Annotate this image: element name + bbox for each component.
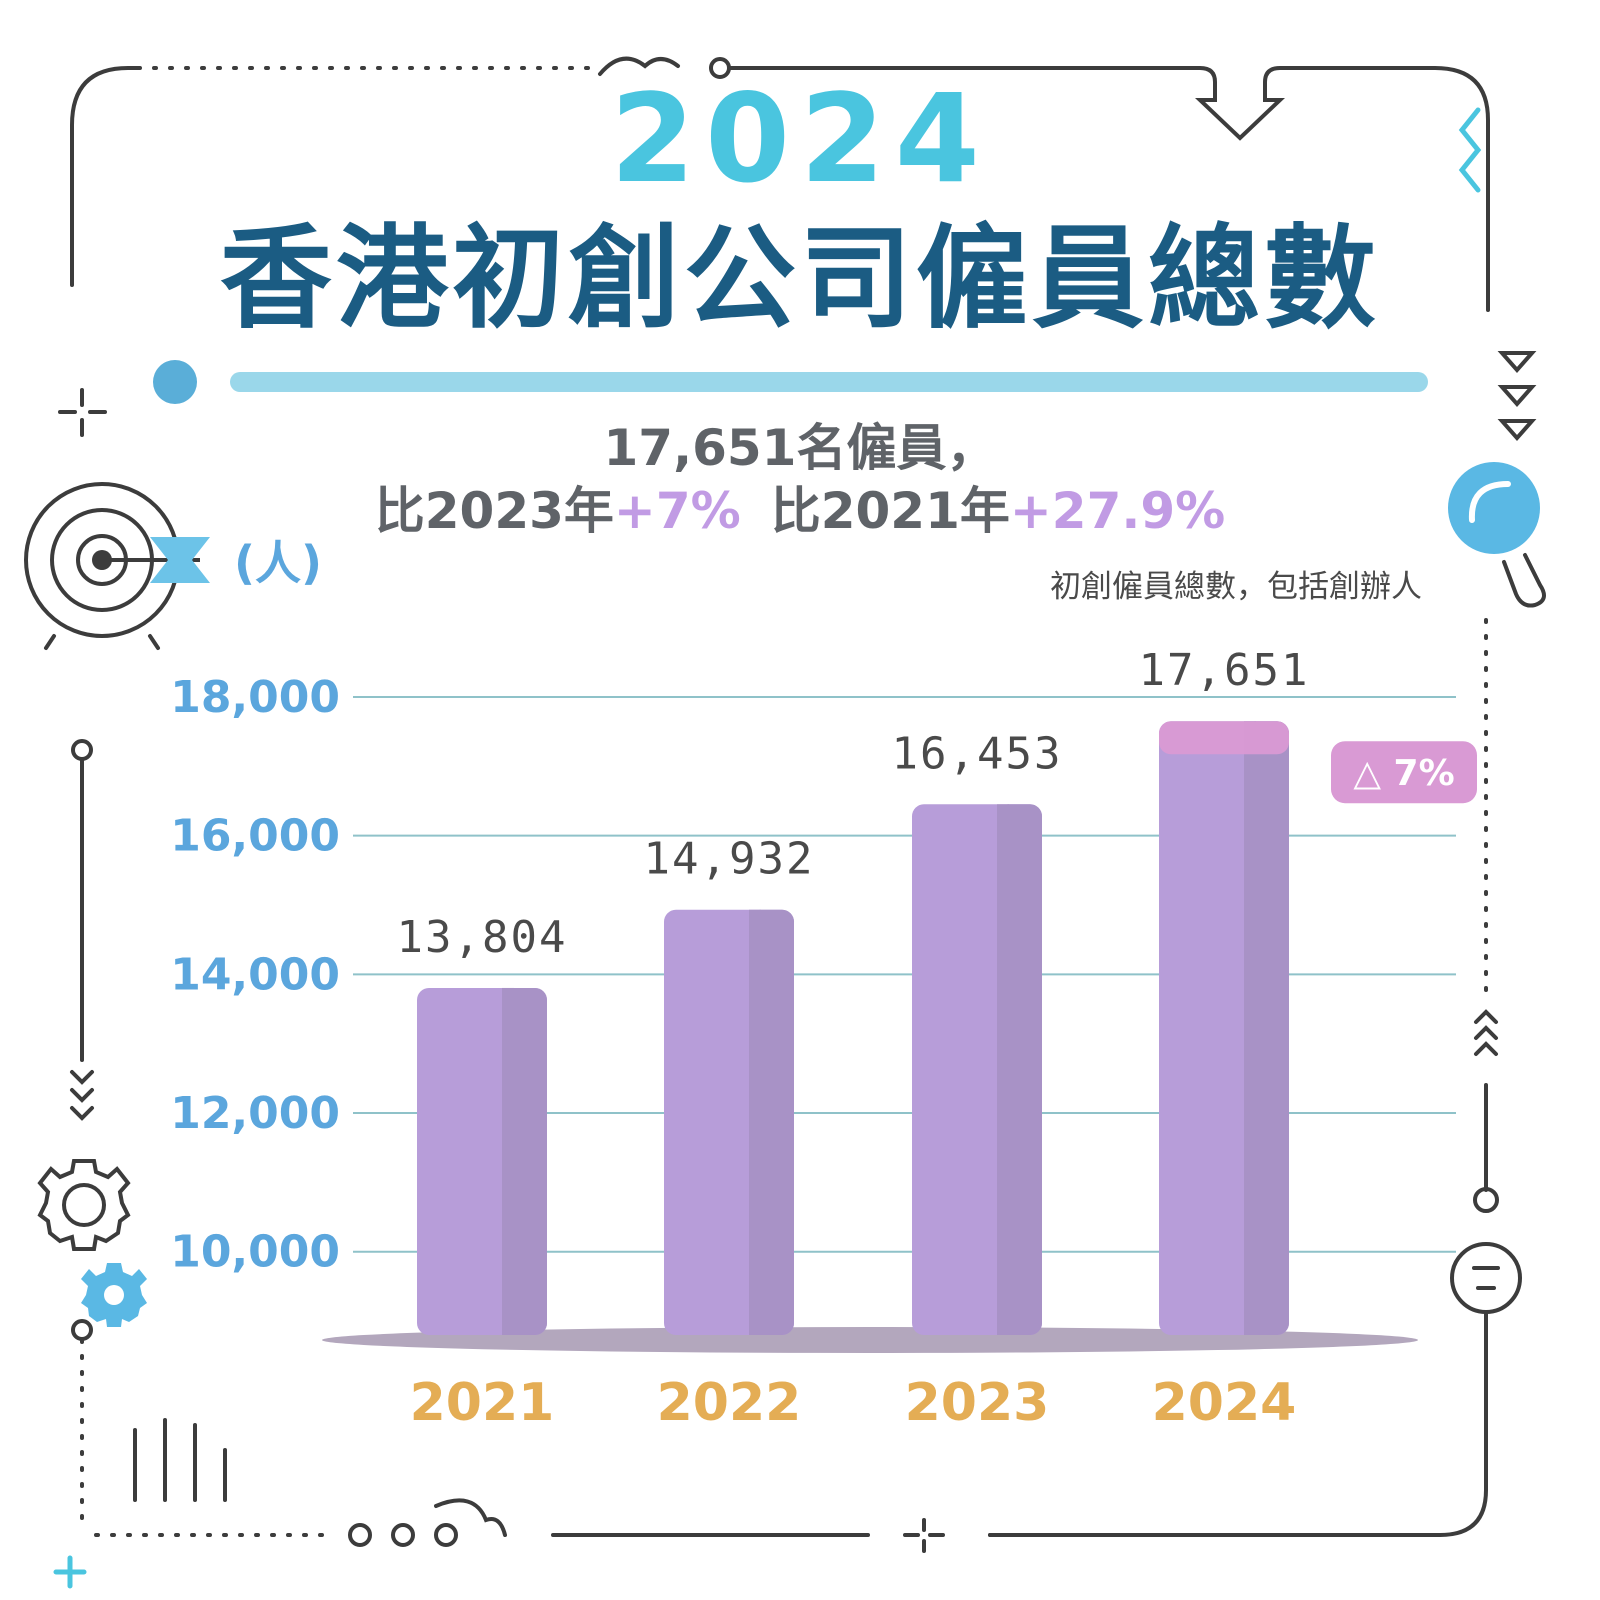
gear-icon xyxy=(37,1159,131,1251)
plus-icon xyxy=(53,1555,87,1589)
change-badge xyxy=(1331,741,1477,804)
vs-2021-change: +27.9% xyxy=(1009,482,1226,540)
triangle-down-icon xyxy=(1497,351,1537,442)
vs-2023-prefix: 比2023年 xyxy=(374,482,614,540)
title-dot xyxy=(153,360,197,404)
y-tick-label: 18,000 xyxy=(170,672,340,723)
change-badge-text: △ 7% xyxy=(1353,753,1454,794)
frame-node xyxy=(71,1319,93,1341)
page-title: 香港初創公司僱員總數 xyxy=(220,214,1380,344)
summary-line-2: 比2023年+7% 比2021年+27.9% xyxy=(0,486,1600,536)
lines-doodle xyxy=(133,1418,227,1502)
bar-shade-edge xyxy=(1244,721,1256,1335)
x-tick-label: 2023 xyxy=(905,1373,1050,1433)
bar-shade-edge xyxy=(997,804,1009,1335)
frame-node xyxy=(1473,1187,1499,1213)
summary-line-1: 17,651名僱員， xyxy=(603,419,997,477)
crosshair-icon xyxy=(903,1518,945,1553)
data-label: 16,453 xyxy=(892,728,1063,779)
chevron-up-icon xyxy=(1474,1009,1498,1056)
wave-doodle xyxy=(434,1498,507,1537)
equals-icon xyxy=(1472,1266,1500,1290)
zigzag-icon xyxy=(1458,107,1482,193)
x-tick-label: 2022 xyxy=(657,1373,802,1433)
bar-increase-highlight xyxy=(1159,721,1289,755)
y-tick-label: 14,000 xyxy=(170,949,340,1000)
data-label: 13,804 xyxy=(397,912,568,963)
x-tick-label: 2021 xyxy=(410,1373,555,1433)
chart-shadow xyxy=(322,1327,1418,1353)
data-label: 17,651 xyxy=(1139,645,1310,696)
cloud-doodle xyxy=(598,56,680,76)
y-tick-label: 12,000 xyxy=(170,1088,340,1139)
bar-shade-edge xyxy=(502,987,514,1335)
magnifier-icon xyxy=(1448,462,1540,554)
chart-note: 初創僱員總數，包括創辦人 xyxy=(1050,569,1422,605)
chevron-down-icon xyxy=(70,1070,94,1121)
x-tick-label: 2024 xyxy=(1152,1373,1297,1433)
frame-top-right-arrow xyxy=(727,66,1490,312)
frame-bottom-right-corner xyxy=(988,1310,1488,1537)
frame-top-left-corner xyxy=(70,66,140,287)
data-label: 14,932 xyxy=(644,834,815,885)
y-tick-label: 10,000 xyxy=(170,1227,340,1278)
bar-shade-edge xyxy=(749,909,761,1335)
frame-node xyxy=(391,1523,415,1547)
vs-2023-change: +7% xyxy=(613,482,741,540)
frame-node xyxy=(434,1523,458,1547)
y-axis-unit: (人) xyxy=(234,536,323,590)
year-title: 2024 xyxy=(610,68,990,210)
bar-2022 xyxy=(664,909,794,1335)
gear-blue-icon xyxy=(81,1263,147,1327)
vs-2021-prefix: 比2021年 xyxy=(770,482,1010,540)
bar-2024 xyxy=(1159,721,1289,1335)
arrow-icon xyxy=(92,537,210,583)
magnifier-handle xyxy=(1502,553,1546,608)
bar-2023 xyxy=(912,804,1042,1335)
frame-node xyxy=(348,1523,372,1547)
crosshair-icon xyxy=(58,388,107,437)
bar-2021 xyxy=(417,987,547,1335)
y-tick-label: 16,000 xyxy=(170,811,340,862)
